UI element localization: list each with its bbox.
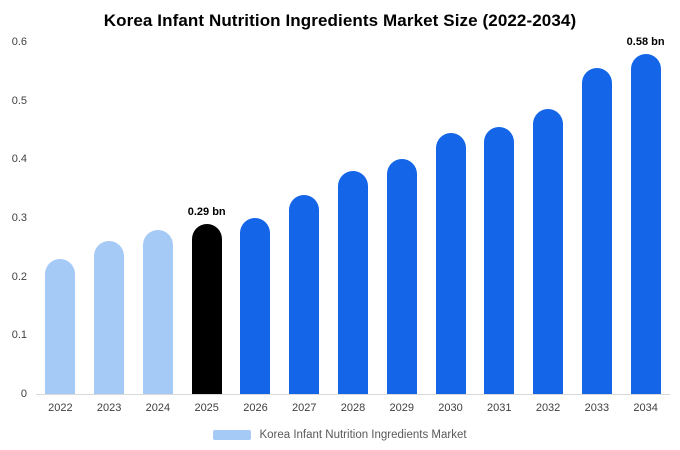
legend-swatch xyxy=(213,430,252,440)
x-tick-label: 2022 xyxy=(48,402,73,414)
x-tick-label: 2029 xyxy=(389,402,415,414)
bar-2024 xyxy=(142,229,173,394)
y-tick-label: 0.6 xyxy=(11,36,27,48)
bar-2027 xyxy=(289,194,320,394)
x-tick-label: 2030 xyxy=(438,402,463,414)
x-tick-label: 2027 xyxy=(291,402,317,414)
y-tick-label: 0.4 xyxy=(11,153,27,166)
bar-2034 xyxy=(630,53,661,394)
legend: Korea Infant Nutrition Ingredients Marke… xyxy=(0,429,680,441)
x-tick-label: 2025 xyxy=(194,402,219,414)
x-tick-label: 2034 xyxy=(633,402,658,414)
x-tick-label: 2023 xyxy=(96,402,122,414)
bar-value-label: 0.58 bn xyxy=(626,35,665,48)
bar-2028 xyxy=(338,171,368,394)
x-tick-label: 2033 xyxy=(584,402,610,414)
x-tick-label: 2026 xyxy=(243,402,268,414)
x-tick-label: 2031 xyxy=(487,402,512,414)
plot-area: 0 0.1 0.2 0.3 0.4 0.5 0.6 2022 2023 2024 2025 2026 2… xyxy=(12,36,670,414)
y-tick-label: 0.3 xyxy=(11,212,27,224)
bar-2033 xyxy=(581,68,612,394)
legend-label: Korea Infant Nutrition Ingredients Marke… xyxy=(259,429,467,441)
bar-2030 xyxy=(435,132,466,394)
bar-2026 xyxy=(240,218,271,394)
y-tick-label: 0.5 xyxy=(11,94,27,107)
bar-2022 xyxy=(45,259,76,394)
bar-2032 xyxy=(533,109,564,394)
y-tick-label: 0.1 xyxy=(11,329,27,342)
bar-2023 xyxy=(94,241,125,394)
chart-title: Korea Infant Nutrition Ingredients Marke… xyxy=(103,11,577,30)
y-tick-label: 0.2 xyxy=(11,270,27,283)
x-tick-label: 2028 xyxy=(340,402,366,414)
bar-2025 xyxy=(191,223,222,394)
bar-2029 xyxy=(386,159,417,394)
x-tick-label: 2024 xyxy=(145,402,171,414)
x-tick-label: 2032 xyxy=(535,402,561,414)
bar-value-label: 0.29 bn xyxy=(187,205,226,218)
y-tick-label: 0 xyxy=(20,388,27,400)
bar-2031 xyxy=(484,127,515,394)
